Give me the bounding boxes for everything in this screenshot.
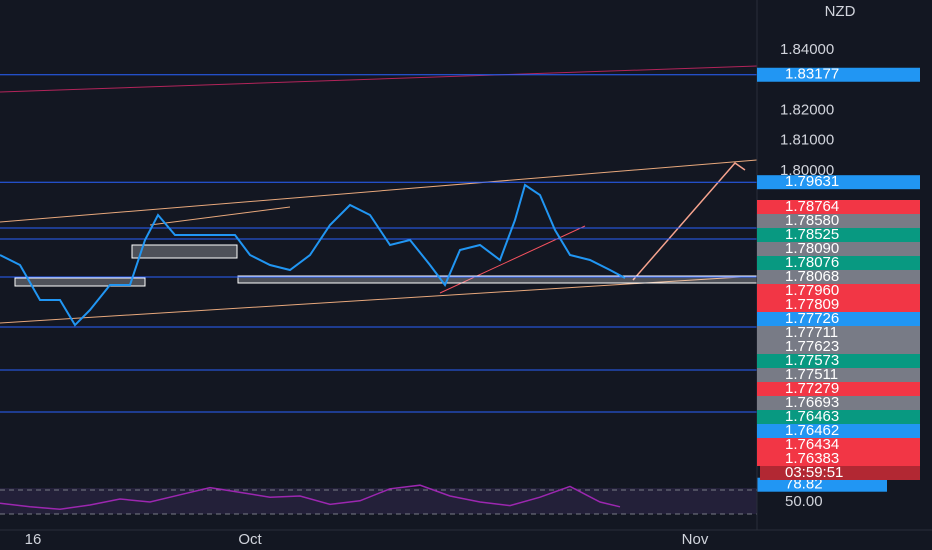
price-tag	[757, 67, 920, 82]
y-tick-label: 1.84000	[780, 41, 834, 58]
price-tag	[757, 452, 920, 466]
price-tag	[757, 175, 920, 190]
price-tag-label: 1.83177	[785, 66, 839, 83]
price-tag-label: 1.77573	[785, 352, 839, 369]
price-tag	[757, 382, 920, 396]
rsi-tag	[757, 477, 887, 492]
price-tag-label: 1.77623	[785, 338, 839, 355]
price-line	[0, 183, 626, 327]
price-tag	[757, 200, 920, 214]
x-tick-label: Nov	[682, 531, 709, 548]
trendline	[149, 206, 291, 226]
price-tag-label: 1.77279	[785, 380, 839, 397]
price-tag	[757, 340, 920, 354]
price-tag	[757, 410, 920, 424]
y-tick-label: 1.81000	[780, 132, 834, 149]
price-tag	[757, 284, 920, 298]
price-tag-label: 1.76463	[785, 408, 839, 425]
price-tag	[757, 438, 920, 452]
price-tag-label: 1.78580	[785, 212, 839, 229]
price-tag	[757, 312, 920, 326]
channel-top	[0, 159, 758, 223]
price-tag	[757, 354, 920, 368]
price-tag	[757, 424, 920, 438]
price-tag-label: 1.79631	[785, 173, 839, 190]
price-tag	[757, 396, 920, 410]
price-tag-label: 1.76383	[785, 450, 839, 467]
price-tag	[757, 326, 920, 340]
trendline	[0, 65, 758, 93]
price-tag	[757, 214, 920, 228]
x-tick-label: Oct	[238, 531, 262, 548]
channel-bottom	[0, 275, 758, 324]
price-tag	[757, 368, 920, 382]
drawings	[0, 65, 759, 514]
price-tag-label: 1.78090	[785, 240, 839, 257]
symbol: NZD	[825, 3, 856, 20]
trendline	[439, 225, 586, 294]
rsi-line	[0, 484, 621, 510]
price-tag-label: 1.77511	[785, 366, 838, 383]
price-tag	[757, 228, 920, 242]
y-tick-label: 1.80000	[780, 162, 834, 179]
rsi-band	[0, 488, 757, 514]
price-tag	[757, 270, 920, 284]
price-tag-label: 1.77809	[785, 296, 839, 313]
price-tag-label: 1.77726	[785, 310, 839, 327]
price-tag-label: 1.76693	[785, 394, 839, 411]
countdown: 03:59:51	[785, 464, 843, 481]
price-tag-label: 1.78525	[785, 226, 839, 243]
y-tick-label: 1.82000	[780, 101, 834, 118]
price-tag-label: 1.76462	[785, 422, 839, 439]
zone	[131, 244, 238, 259]
price-tag-label: 1.78764	[785, 198, 839, 215]
price-tag	[757, 242, 920, 256]
price-tag	[757, 256, 920, 270]
projection	[632, 161, 746, 281]
price-tag-label: 1.78076	[785, 254, 839, 271]
price-tag-label: 1.77711	[785, 324, 838, 341]
price-tag-label: 1.77960	[785, 282, 839, 299]
price-tag	[757, 298, 920, 312]
zone	[14, 277, 146, 287]
countdown-tag	[760, 466, 920, 480]
price-tag-label: 1.76434	[785, 436, 839, 453]
x-tick-label: 16	[25, 531, 42, 548]
price-tag-label: 1.78068	[785, 268, 839, 285]
rsi-tick-label: 50.00	[785, 493, 823, 510]
